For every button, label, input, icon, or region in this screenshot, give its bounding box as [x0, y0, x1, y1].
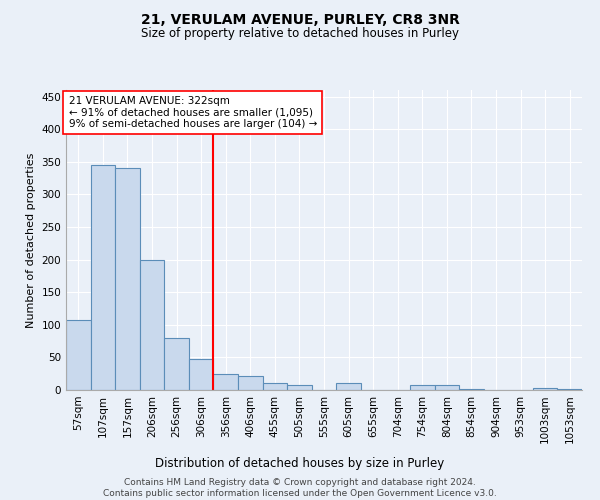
Bar — [263, 384, 287, 390]
Bar — [91, 165, 115, 390]
Text: 21, VERULAM AVENUE, PURLEY, CR8 3NR: 21, VERULAM AVENUE, PURLEY, CR8 3NR — [140, 12, 460, 26]
Text: Contains HM Land Registry data © Crown copyright and database right 2024.
Contai: Contains HM Land Registry data © Crown c… — [103, 478, 497, 498]
Bar — [66, 320, 91, 390]
Bar — [336, 384, 361, 390]
Text: Distribution of detached houses by size in Purley: Distribution of detached houses by size … — [155, 458, 445, 470]
Bar — [164, 338, 189, 390]
Bar — [238, 376, 263, 390]
Bar — [115, 168, 140, 390]
Text: 21 VERULAM AVENUE: 322sqm
← 91% of detached houses are smaller (1,095)
9% of sem: 21 VERULAM AVENUE: 322sqm ← 91% of detac… — [68, 96, 317, 129]
Bar — [140, 260, 164, 390]
Bar — [557, 388, 582, 390]
Bar — [214, 374, 238, 390]
Bar — [189, 358, 214, 390]
Bar — [410, 385, 434, 390]
Bar — [287, 385, 312, 390]
Bar — [459, 388, 484, 390]
Bar — [434, 385, 459, 390]
Bar — [533, 388, 557, 390]
Y-axis label: Number of detached properties: Number of detached properties — [26, 152, 36, 328]
Text: Size of property relative to detached houses in Purley: Size of property relative to detached ho… — [141, 28, 459, 40]
